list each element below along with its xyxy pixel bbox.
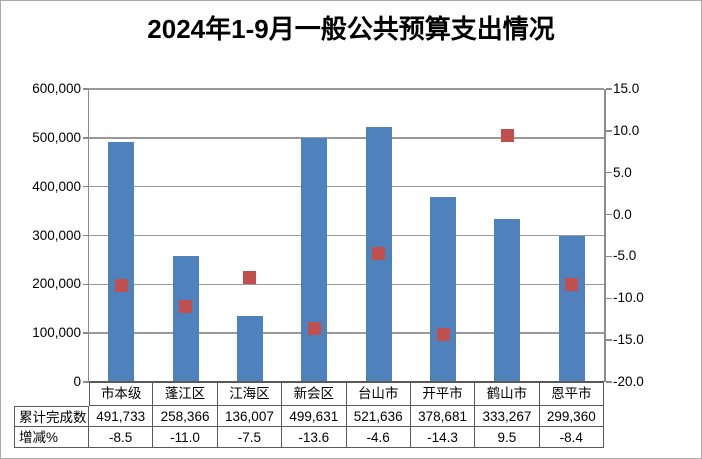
left-axis-tick-label: 500,000 — [32, 129, 81, 145]
table-row-header: 累计完成数 — [14, 406, 89, 427]
bar — [558, 235, 585, 382]
gridline — [89, 234, 604, 237]
scatter-marker — [565, 278, 579, 292]
left-axis-tick-label: 0 — [73, 374, 81, 389]
left-axis-tick — [83, 185, 89, 188]
gridline — [89, 137, 604, 139]
right-axis-line — [604, 89, 606, 382]
right-axis-tick-label: -15.0 — [613, 332, 644, 348]
x-axis-line — [89, 381, 604, 383]
right-axis-tick-label: 0.0 — [613, 206, 632, 222]
left-axis-tick — [83, 332, 89, 334]
right-axis-tick — [605, 339, 612, 341]
table-cell: 491,733 — [89, 406, 154, 427]
left-axis-tick-label: 400,000 — [32, 178, 81, 194]
left-axis-tick — [83, 283, 89, 286]
gridline — [89, 185, 604, 188]
category-label: 新会区 — [282, 382, 347, 406]
right-axis-tick — [605, 255, 612, 258]
left-axis-tick-label: 100,000 — [32, 325, 81, 341]
chart-title: 2024年1-9月一般公共预算支出情况 — [147, 14, 555, 44]
table-cell: 258,366 — [153, 406, 218, 427]
bar — [172, 255, 199, 382]
category-label: 鹤山市 — [475, 382, 540, 406]
category-label: 江海区 — [217, 382, 283, 406]
category-label: 开平市 — [410, 382, 476, 406]
right-axis-tick-label: 15.0 — [613, 81, 640, 96]
left-axis-tick-label: 200,000 — [32, 276, 81, 292]
right-axis-tick — [605, 381, 612, 383]
table-cell: 136,007 — [217, 406, 283, 427]
gridline — [89, 88, 604, 90]
scatter-marker — [307, 321, 321, 335]
bar — [236, 315, 263, 382]
right-axis-tick — [605, 213, 612, 216]
bar — [108, 141, 135, 382]
table-cell: 521,636 — [346, 406, 411, 427]
left-axis-tick — [83, 137, 89, 139]
left-axis-tick — [83, 234, 89, 237]
table-cell: -8.4 — [539, 427, 604, 448]
right-axis-tick-label: -20.0 — [613, 374, 644, 389]
category-label: 台山市 — [346, 382, 411, 406]
right-axis-tick — [605, 297, 612, 300]
bar — [301, 138, 328, 382]
category-label: 蓬江区 — [153, 382, 218, 406]
right-axis-tick — [605, 88, 612, 90]
table-cell: -13.6 — [282, 427, 347, 448]
scatter-marker — [243, 270, 257, 284]
table-cell: 499,631 — [282, 406, 347, 427]
scatter-marker — [114, 279, 128, 293]
gridline — [89, 332, 604, 334]
category-label: 市本级 — [89, 382, 154, 406]
right-axis-tick — [605, 171, 612, 174]
table-row-header: 增减% — [14, 427, 89, 448]
gridline — [89, 283, 604, 286]
left-axis-tick — [83, 88, 89, 90]
table-cell: 299,360 — [539, 406, 604, 427]
right-axis-tick-label: -5.0 — [613, 248, 637, 264]
right-axis-tick-label: 5.0 — [613, 164, 632, 180]
table-cell: -8.5 — [89, 427, 154, 448]
right-axis-tick-label: -10.0 — [613, 290, 644, 306]
right-axis-tick — [605, 130, 612, 132]
table-cell: -7.5 — [217, 427, 283, 448]
table-cell: 378,681 — [410, 406, 476, 427]
scatter-marker — [372, 246, 386, 260]
category-label: 恩平市 — [539, 382, 604, 406]
bar — [430, 197, 457, 382]
right-axis-tick-label: 10.0 — [613, 122, 640, 138]
bar — [494, 219, 521, 382]
table-cell: -4.6 — [346, 427, 411, 448]
table-cell: 9.5 — [475, 427, 540, 448]
table-cell: -14.3 — [410, 427, 476, 448]
scatter-marker — [436, 327, 450, 341]
scatter-marker — [179, 300, 193, 314]
table-cell: 333,267 — [475, 406, 540, 427]
table-cell: -11.0 — [153, 427, 218, 448]
left-axis-tick-label: 300,000 — [32, 227, 81, 243]
left-axis-tick-label: 600,000 — [32, 81, 81, 96]
scatter-marker — [500, 128, 514, 142]
left-axis-tick — [83, 381, 89, 383]
